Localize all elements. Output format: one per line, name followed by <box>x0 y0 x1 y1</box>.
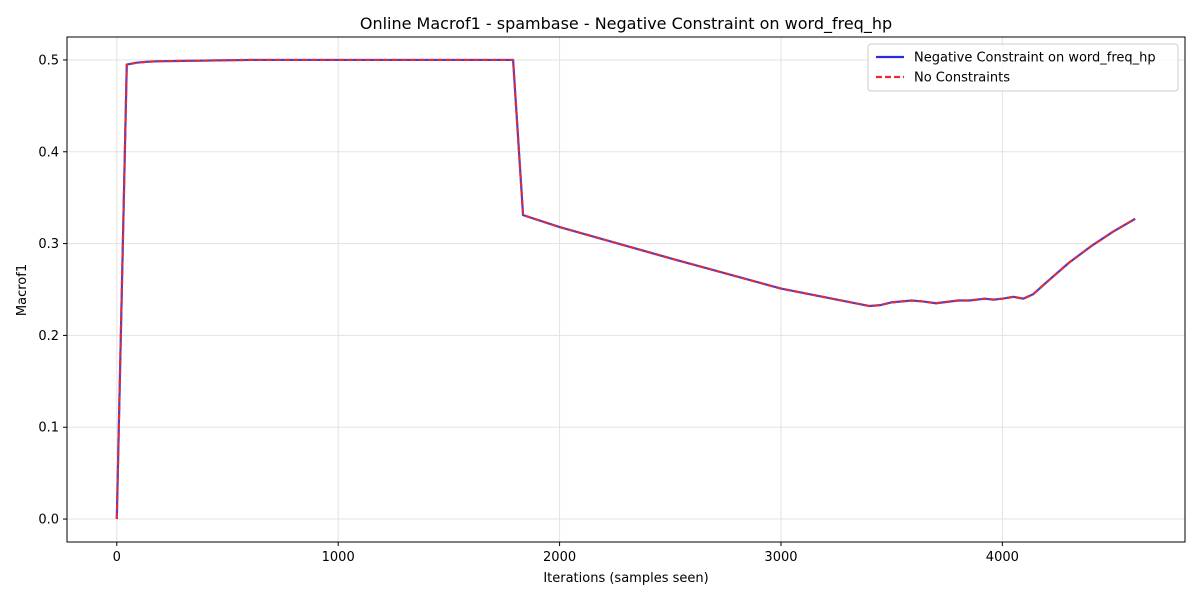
x-axis-label: Iterations (samples seen) <box>543 571 708 586</box>
y-tick-label: 0.3 <box>38 237 59 252</box>
plot-frame <box>66 36 1186 543</box>
x-tick-label: 4000 <box>986 550 1019 565</box>
y-tick-label: 0.0 <box>38 513 59 528</box>
y-tick-label: 0.4 <box>38 145 59 160</box>
chart-title: Online Macrof1 - spambase - Negative Con… <box>360 14 892 34</box>
series-layer <box>115 58 1136 520</box>
y-tick-label: 0.5 <box>38 53 59 68</box>
legend-label-no-constraints: No Constraints <box>914 71 1010 86</box>
y-tick-label: 0.1 <box>38 421 59 436</box>
x-tick-label: 3000 <box>764 550 797 565</box>
legend-box <box>867 43 1179 92</box>
y-tick-label: 0.2 <box>38 329 59 344</box>
tick-layer: 0 1000 2000 3000 4000 0.0 0.1 0.2 0.3 0.4 0.5 <box>38 53 1019 565</box>
x-tick-label: 0 <box>113 550 121 565</box>
y-axis-label: Macrof1 <box>15 264 30 316</box>
x-tick-label: 1000 <box>322 550 355 565</box>
legend: Negative Constraint on word_freq_hp No C… <box>867 43 1179 92</box>
legend-label-negative-constraint: Negative Constraint on word_freq_hp <box>914 51 1156 66</box>
x-tick-label: 2000 <box>543 550 576 565</box>
series-line-1 <box>115 58 1136 520</box>
